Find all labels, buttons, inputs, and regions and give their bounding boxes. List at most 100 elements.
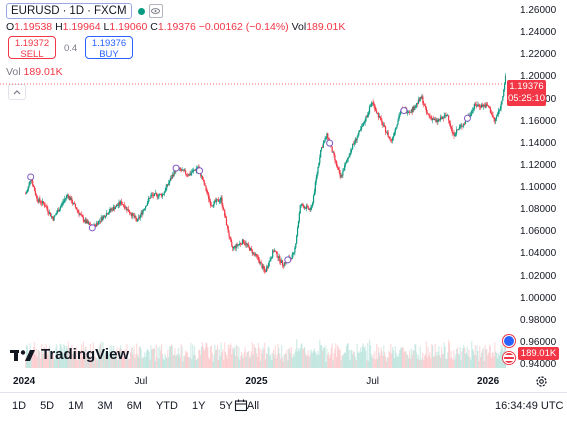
event-marker-icon[interactable] [196,167,204,175]
volume-bar [140,348,142,368]
candle [182,168,184,171]
candle [471,109,473,117]
range-button-1m[interactable]: 1M [68,400,84,412]
volume-bar [89,343,92,368]
collapse-legend-button[interactable] [8,84,26,100]
volume-bar [345,346,348,368]
volume-bar [286,349,288,368]
range-button-1d[interactable]: 1D [12,400,27,412]
volume-bar [271,360,273,368]
candle [424,103,426,106]
range-button-5d[interactable]: 5D [40,400,55,412]
candle [163,191,165,197]
buy-button[interactable]: 1.19376 BUY [85,36,133,60]
volume-legend: Vol 189.01K [6,66,63,78]
eu-flag-icon[interactable] [503,335,515,347]
range-button-1y[interactable]: 1Y [191,400,206,412]
candle [238,244,240,246]
volume-bar [468,349,470,368]
candle [27,186,29,192]
candle [283,262,285,268]
candle [280,259,282,266]
close-label: C [150,21,158,33]
candle [449,120,452,130]
gear-icon[interactable] [535,375,548,388]
symbol-selector[interactable]: EURUSD · 1D · FXCM [6,3,132,19]
candle [340,172,342,178]
event-marker-icon[interactable] [463,114,471,122]
volume-bar [178,353,180,368]
volume-bar [204,347,206,368]
volume-bar [315,353,317,368]
range-button-3m[interactable]: 3M [97,400,113,412]
volume-bar [158,358,160,368]
volume-bar [155,344,157,368]
candle [35,193,37,199]
volume-bar [145,356,147,368]
time-tick-label: 2024 [13,376,36,387]
event-marker-icon[interactable] [27,173,35,181]
utc-clock[interactable]: 16:34:49 UTC [495,400,564,412]
sell-button[interactable]: 1.19372 SELL [8,36,56,60]
us-flag-icon[interactable] [503,352,515,364]
candle [205,185,207,192]
volume-bar [430,358,432,368]
range-button-all[interactable]: All [246,400,260,412]
candle [224,213,227,218]
candle [256,254,259,260]
range-button-ytd[interactable]: YTD [155,400,178,412]
volume-bar [278,347,280,368]
event-marker-icon[interactable] [400,107,408,115]
volume-bar [474,345,476,368]
volume-bar [41,348,44,368]
event-marker-icon[interactable] [88,224,96,232]
candle [40,200,42,206]
event-marker-icon[interactable] [326,139,334,147]
hide-legend-button[interactable] [148,4,163,18]
candle [368,110,370,118]
candle [255,252,257,257]
candle [303,204,305,209]
price-tick-label: 1.16000 [520,115,557,127]
candle [206,187,208,195]
volume-bar [415,344,417,368]
volume-bar [150,345,152,368]
candle [444,113,446,119]
candle [142,209,144,216]
range-button-6m[interactable]: 6M [126,400,142,412]
range-button-5y[interactable]: 5Y [219,400,233,412]
calendar-icon[interactable] [234,398,248,412]
event-marker-icon[interactable] [172,164,180,172]
volume-bar [184,356,186,368]
volume-bar [79,357,81,368]
candle [456,126,458,137]
volume-bar [500,344,502,368]
candle [54,214,56,218]
volume-bar [180,344,182,368]
tradingview-logo[interactable]: TradingView [10,346,129,363]
candle [192,167,195,174]
volume-bar [230,343,232,368]
candle [433,117,436,121]
price-chart[interactable] [0,0,506,370]
volume-bar [290,346,292,368]
candle [82,214,84,224]
candle [339,170,341,180]
volume-bar [408,350,411,368]
price-axis[interactable]: 1.260001.240001.220001.200001.180001.160… [506,0,567,370]
volume-bar [134,358,136,368]
volume-bar [137,354,139,368]
candle [257,254,260,263]
volume-bar [426,357,428,368]
volume-bar [41,344,43,368]
volume-bar [497,353,499,368]
candle [43,202,45,208]
candle [486,102,488,107]
candle [457,128,460,131]
candle [215,197,217,203]
time-axis[interactable]: 2024 Jul 2025 Jul 2026 [0,372,506,390]
volume-bar [328,358,331,368]
event-marker-icon[interactable] [284,256,292,264]
candle [477,101,479,107]
candle [481,102,483,108]
